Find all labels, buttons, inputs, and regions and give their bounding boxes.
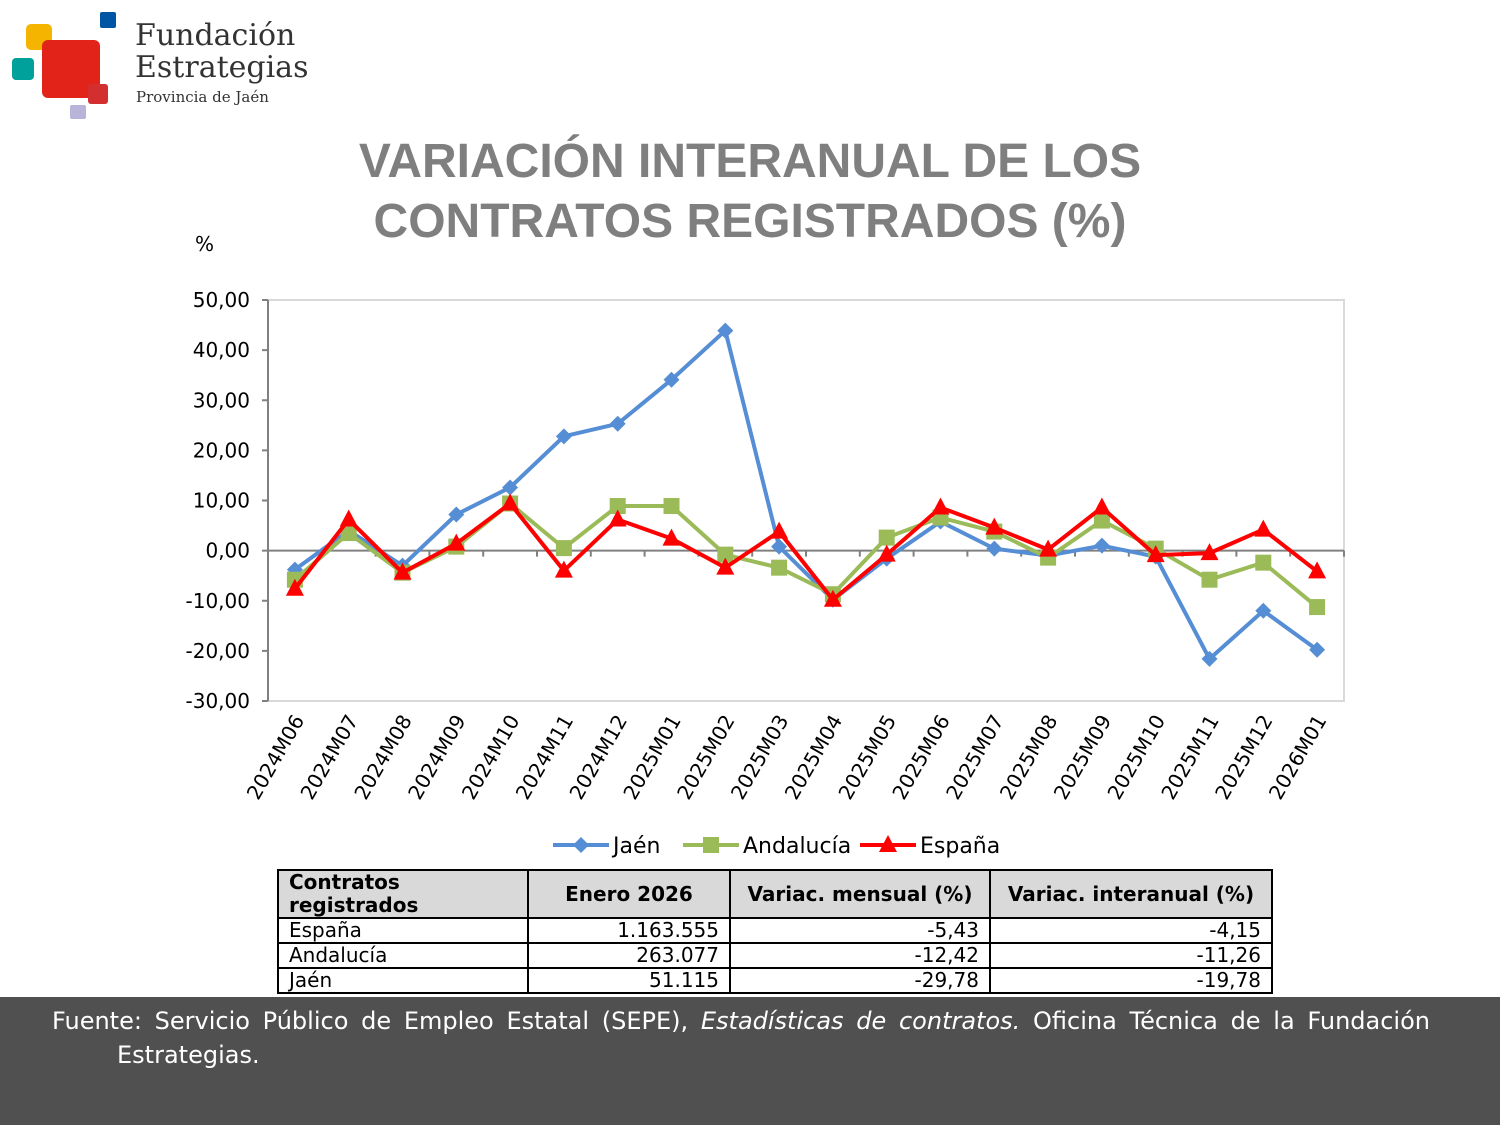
data-point-jaen bbox=[1093, 537, 1110, 554]
y-tick-label: 30,00 bbox=[193, 388, 250, 412]
series-line-espana bbox=[293, 500, 1319, 603]
data-point-espana bbox=[1039, 539, 1058, 557]
legend-label-jaen: Jaén bbox=[611, 834, 660, 859]
legend-marker-andalucia bbox=[703, 837, 719, 853]
data-point-espana bbox=[823, 589, 842, 607]
data-point-espana bbox=[393, 562, 412, 580]
y-tick-label: 20,00 bbox=[193, 438, 250, 462]
y-tick-label: 50,00 bbox=[193, 288, 250, 312]
data-point-andalucia bbox=[771, 559, 788, 576]
data-point-jaen bbox=[448, 506, 465, 523]
source-text-continued: Estrategias. bbox=[117, 1041, 260, 1069]
data-point-jaen bbox=[771, 538, 788, 555]
data-point-espana bbox=[770, 521, 789, 539]
data-point-espana bbox=[662, 528, 681, 546]
table-cell: -11,26 bbox=[989, 942, 1273, 969]
data-point-andalucia bbox=[1201, 571, 1218, 588]
data-point-andalucia bbox=[609, 498, 626, 515]
data-point-jaen bbox=[986, 540, 1003, 557]
table-cell: -4,15 bbox=[989, 917, 1273, 944]
logo bbox=[12, 12, 116, 119]
table-header: Variac. interanual (%) bbox=[989, 869, 1273, 919]
legend-marker-jaen bbox=[573, 837, 589, 853]
y-tick-label: 10,00 bbox=[193, 489, 250, 513]
data-point-espana bbox=[1200, 543, 1219, 561]
table-header-row: Contratos registrados Enero 2026 Variac.… bbox=[277, 869, 1273, 919]
data-point-andalucia bbox=[1093, 512, 1110, 529]
legend-marker-espana bbox=[879, 835, 897, 852]
table-header: Variac. mensual (%) bbox=[729, 869, 991, 919]
data-point-andalucia bbox=[878, 529, 895, 546]
data-point-andalucia bbox=[1255, 554, 1272, 571]
table-header: Contratos registrados bbox=[277, 869, 529, 919]
y-tick-label: 0,00 bbox=[205, 539, 250, 563]
logo-subtext: Provincia de Jaén bbox=[136, 88, 269, 106]
y-tick-label: -10,00 bbox=[186, 589, 250, 613]
table-cell: -5,43 bbox=[729, 917, 991, 944]
summary-table: Contratos registrados Enero 2026 Variac.… bbox=[277, 869, 1273, 994]
source-text: Fuente: Servicio Público de Empleo Estat… bbox=[52, 1007, 1430, 1035]
data-point-andalucia bbox=[555, 540, 572, 557]
y-axis-label: % bbox=[195, 232, 214, 256]
page-title: VARIACIÓN INTERANUAL DE LOS CONTRATOS REG… bbox=[358, 135, 1142, 248]
line-chart: % 50,00 40,00 30,00 20,00 10,00 0,00 -10,00 -20,… bbox=[186, 232, 1345, 859]
data-point-espana bbox=[554, 560, 573, 578]
series-line-andalucia bbox=[293, 500, 1319, 609]
data-point-andalucia bbox=[340, 525, 357, 542]
data-point-espana bbox=[447, 533, 466, 551]
table-cell: -19,78 bbox=[989, 967, 1273, 994]
data-point-espana bbox=[608, 509, 627, 527]
data-point-espana bbox=[1254, 519, 1273, 537]
data-point-jaen bbox=[609, 415, 626, 432]
data-point-jaen bbox=[502, 479, 519, 496]
data-point-espana bbox=[1308, 561, 1327, 579]
table-cell: Jaén bbox=[277, 967, 529, 994]
table-cell: -12,42 bbox=[729, 942, 991, 969]
data-point-espana bbox=[285, 578, 304, 596]
y-tick-label: 40,00 bbox=[193, 338, 250, 362]
data-point-espana bbox=[1146, 545, 1165, 563]
table-cell: Andalucía bbox=[277, 942, 529, 969]
data-point-jaen bbox=[1309, 641, 1326, 658]
table-header: Enero 2026 bbox=[527, 869, 731, 919]
data-point-espana bbox=[931, 497, 950, 515]
data-point-andalucia bbox=[1309, 599, 1326, 616]
legend-label-espana: España bbox=[920, 834, 1000, 859]
table-cell: 263.077 bbox=[527, 942, 731, 969]
table-cell: 51.115 bbox=[527, 967, 731, 994]
legend-label-andalucia: Andalucía bbox=[743, 834, 851, 859]
data-point-andalucia bbox=[663, 498, 680, 515]
data-point-espana bbox=[716, 557, 735, 575]
series-line-jaen bbox=[293, 326, 1319, 663]
table-cell: 1.163.555 bbox=[527, 917, 731, 944]
data-point-jaen bbox=[555, 428, 572, 445]
data-point-espana bbox=[339, 509, 358, 527]
data-point-espana bbox=[501, 493, 520, 511]
table-row: España 1.163.555 -5,43 -4,15 bbox=[277, 917, 1273, 944]
y-tick-label: -30,00 bbox=[186, 689, 250, 713]
data-point-jaen bbox=[717, 322, 734, 339]
table-cell: España bbox=[277, 917, 529, 944]
data-point-andalucia bbox=[717, 546, 734, 563]
source-footer: Fuente: Servicio Público de Empleo Estat… bbox=[0, 997, 1500, 1125]
table-row: Jaén 51.115 -29,78 -19,78 bbox=[277, 967, 1273, 994]
y-tick-label: -20,00 bbox=[186, 639, 250, 663]
data-point-jaen bbox=[663, 371, 680, 388]
table-cell: -29,78 bbox=[729, 967, 991, 994]
data-point-espana bbox=[985, 517, 1004, 535]
data-point-espana bbox=[1092, 497, 1111, 515]
table-row: Andalucía 263.077 -12,42 -11,26 bbox=[277, 942, 1273, 969]
logo-text: Fundación Estrategias bbox=[135, 18, 309, 85]
data-point-jaen bbox=[1255, 602, 1272, 619]
plot-area bbox=[267, 299, 1345, 702]
data-point-espana bbox=[877, 544, 896, 562]
data-point-jaen bbox=[1201, 650, 1218, 667]
